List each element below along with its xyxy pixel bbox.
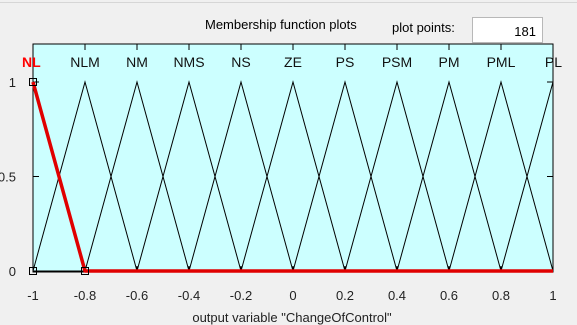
y-tick-labels: 00.51 <box>0 75 16 279</box>
vertex-handle[interactable] <box>29 267 37 275</box>
top-divider <box>0 2 577 3</box>
mf-label-pl[interactable]: PL <box>545 54 562 70</box>
x-tick-label: -0.2 <box>230 288 252 303</box>
y-tick-label: 0.5 <box>0 170 16 185</box>
x-tick-label: 1 <box>549 288 556 303</box>
y-tick-label: 0 <box>9 264 16 279</box>
x-axis-label: output variable "ChangeOfControl" <box>192 310 392 325</box>
mf-label-psm[interactable]: PSM <box>382 54 412 70</box>
x-tick-label: 0.4 <box>388 288 406 303</box>
mf-label-nl[interactable]: NL <box>22 54 41 70</box>
mf-label-nlm[interactable]: NLM <box>70 54 100 70</box>
mf-label-nm[interactable]: NM <box>126 54 148 70</box>
mf-label-pm[interactable]: PM <box>439 54 460 70</box>
x-tick-label: 0.2 <box>336 288 354 303</box>
membership-function-labels: NL NLM NM NMS NS ZE PS PSM PM PML PL <box>22 54 562 70</box>
x-tick-label: 0 <box>289 288 296 303</box>
x-tick-label: -0.6 <box>126 288 148 303</box>
selected-mf-layer <box>29 78 553 275</box>
x-tick-label: 0.8 <box>492 288 510 303</box>
plot-area[interactable] <box>32 43 554 273</box>
mf-line-nl-selected[interactable] <box>31 81 553 273</box>
x-tick-labels: -1 -0.8 -0.6 -0.4 -0.2 0 0.2 0.4 0.6 0.8 1 <box>27 288 556 303</box>
vertex-handle[interactable] <box>81 267 89 275</box>
mf-label-ns[interactable]: NS <box>231 54 250 70</box>
x-tick-label: 0.6 <box>440 288 458 303</box>
plot-points-input[interactable] <box>472 17 543 43</box>
y-tick-label: 1 <box>9 75 16 90</box>
mf-label-nms[interactable]: NMS <box>173 54 204 70</box>
x-tick-label: -0.4 <box>178 288 200 303</box>
mf-label-pml[interactable]: PML <box>487 54 516 70</box>
mf-label-ze[interactable]: ZE <box>284 54 302 70</box>
x-tick-label: -0.8 <box>74 288 96 303</box>
x-tick-label: -1 <box>27 288 39 303</box>
plot-title: Membership function plots <box>205 17 357 32</box>
vertex-handle[interactable] <box>29 78 37 86</box>
mf-label-ps[interactable]: PS <box>336 54 355 70</box>
plot-points-label: plot points: <box>392 20 455 35</box>
